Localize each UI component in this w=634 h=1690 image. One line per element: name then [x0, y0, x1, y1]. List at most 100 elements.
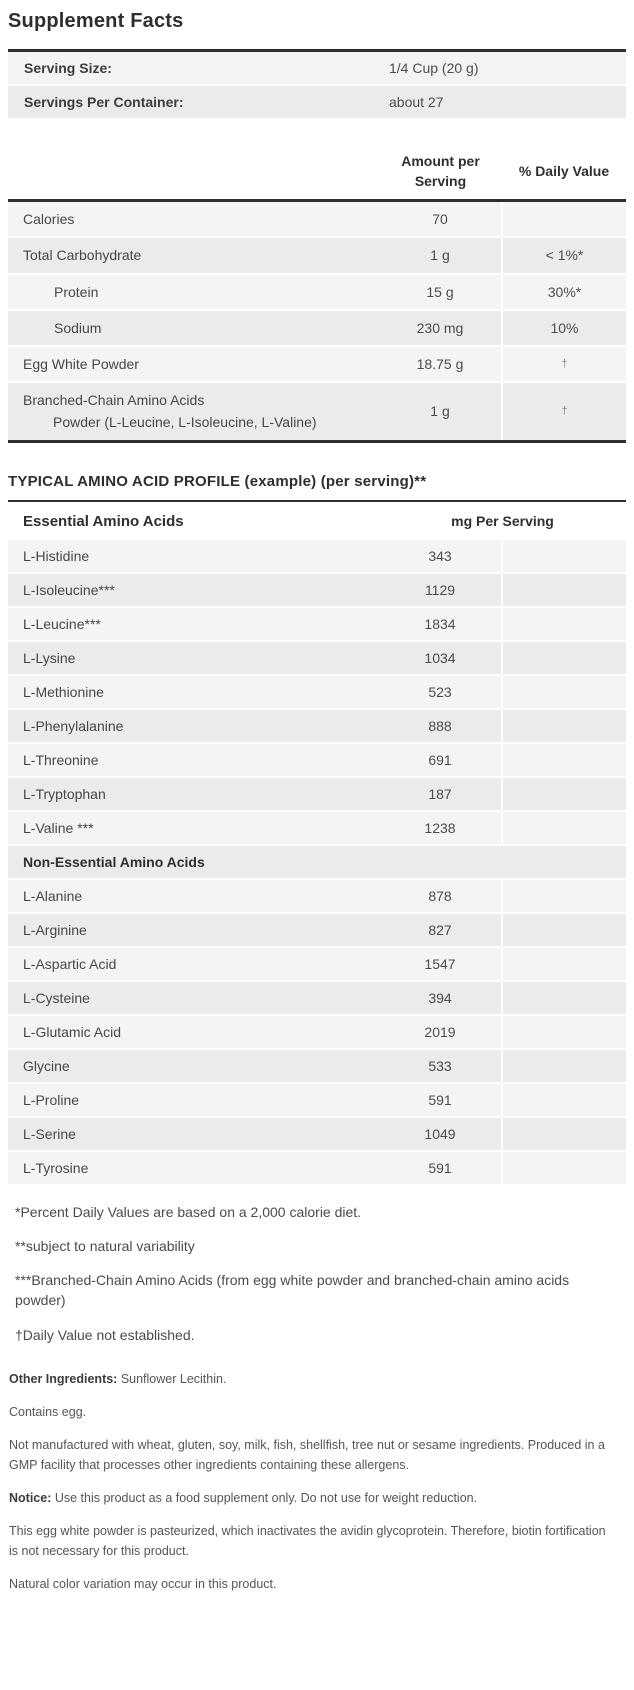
amino-acid-row: L-Alanine 878	[8, 878, 627, 914]
nutrient-amount: 70	[379, 200, 502, 239]
amino-row-spacer-cell	[500, 878, 627, 914]
amino-acid-row: Non-Essential Amino Acids	[8, 844, 627, 880]
nutrient-name-line1: Total Carbohydrate	[23, 247, 142, 264]
nutrition-row: Calories 70	[8, 200, 626, 239]
amino-acid-row: L-Proline 591	[8, 1082, 627, 1118]
nutrient-daily-value: †	[501, 382, 626, 442]
amino-acid-row: L-Threonine 691	[8, 742, 627, 778]
serving-info-label: Serving Size:	[8, 50, 389, 86]
mg-per-serving-header: mg Per Serving	[379, 501, 627, 540]
amino-acid-name: L-Aspartic Acid	[8, 946, 379, 982]
amino-row-spacer-cell	[500, 980, 627, 1016]
amino-acid-mg: 888	[379, 708, 502, 744]
amino-row-spacer-cell	[500, 640, 627, 676]
amino-acid-name: L-Alanine	[8, 878, 379, 914]
amino-acid-name: L-Glutamic Acid	[8, 1014, 379, 1050]
serving-info-row: Serving Size: 1/4 Cup (20 g)	[8, 50, 626, 86]
nutrient-daily-value: †	[501, 345, 626, 384]
amino-acid-mg: 394	[379, 980, 502, 1016]
nutrition-row: Protein 15 g 30%*	[8, 273, 626, 311]
amino-row-spacer-cell	[500, 946, 627, 982]
amino-acid-mg	[379, 844, 502, 880]
footnote: ***Branched-Chain Amino Acids (from egg …	[15, 1272, 570, 1309]
amino-acid-name: L-Cysteine	[8, 980, 379, 1016]
amino-acid-row: L-Glutamic Acid 2019	[8, 1014, 627, 1050]
amino-acid-row: L-Methionine 523	[8, 674, 627, 710]
nutrient-name: Sodium	[8, 309, 379, 347]
nutrient-name: Branched-Chain Amino Acids Powder (L-Leu…	[8, 382, 379, 442]
amino-acid-row: L-Histidine 343	[8, 539, 627, 574]
amino-acid-mg: 1034	[379, 640, 502, 676]
amino-row-spacer-cell	[500, 1048, 627, 1084]
amino-acid-row: L-Cysteine 394	[8, 980, 627, 1016]
amino-acid-name: L-Tyrosine	[8, 1150, 379, 1186]
amino-acid-name: L-Threonine	[8, 742, 379, 778]
amino-acid-name: L-Tryptophan	[8, 776, 379, 812]
product-note-bold-prefix: Notice:	[9, 1490, 52, 1505]
amino-row-spacer-cell	[500, 1082, 627, 1118]
product-note: Notice: Use this product as a food suppl…	[9, 1488, 617, 1508]
amino-acid-name: L-Isoleucine***	[8, 572, 379, 608]
nutrition-header-spacer	[8, 142, 379, 203]
nutrient-amount: 18.75 g	[379, 345, 502, 384]
essential-amino-acids-header: Essential Amino Acids	[8, 501, 379, 540]
amino-acid-name: L-Serine	[8, 1116, 379, 1152]
nutrient-amount: 1 g	[379, 237, 502, 275]
amino-acid-row: L-Aspartic Acid 1547	[8, 946, 627, 982]
nutrition-header-row: Amount per Serving % Daily Value	[8, 142, 626, 203]
page-title: Supplement Facts	[8, 10, 184, 32]
nutrient-amount: 15 g	[379, 273, 502, 311]
nutrient-daily-value: < 1%*	[501, 237, 626, 275]
nutrition-row: Sodium 230 mg 10%	[8, 309, 626, 347]
amino-acid-row: Glycine 533	[8, 1048, 627, 1084]
amino-acid-mg: 187	[379, 776, 502, 812]
nutrient-name: Calories	[8, 200, 379, 239]
amount-per-serving-header: Amount per Serving	[379, 142, 502, 203]
amino-acid-mg: 1238	[379, 810, 502, 846]
amino-acid-name: Glycine	[8, 1048, 379, 1084]
amino-row-spacer-cell	[500, 539, 627, 574]
amino-row-spacer-cell	[500, 776, 627, 812]
supplement-facts-panel: Supplement Facts Serving Size: 1/4 Cup (…	[8, 10, 627, 1591]
amino-row-spacer-cell	[500, 708, 627, 744]
nutrient-name-line1: Protein	[54, 283, 99, 300]
product-note-text: Natural color variation may occur in thi…	[9, 1576, 277, 1591]
nutrient-daily-value: 10%	[501, 309, 626, 347]
amino-header-row: Essential Amino Acids mg Per Serving	[8, 501, 627, 540]
amino-row-spacer-cell	[500, 606, 627, 642]
nutrient-daily-value: 30%*	[501, 273, 626, 311]
nutrient-name-line1: Sodium	[54, 319, 102, 336]
nutrient-amount: 1 g	[379, 382, 502, 442]
product-note: This egg white powder is pasteurized, wh…	[9, 1521, 617, 1561]
amino-acid-mg: 878	[379, 878, 502, 914]
amino-acid-mg: 1049	[379, 1116, 502, 1152]
amino-acid-row: L-Phenylalanine 888	[8, 708, 627, 744]
product-note: Contains egg.	[9, 1402, 617, 1422]
product-note: Other Ingredients: Sunflower Lecithin.	[9, 1369, 617, 1389]
amino-acid-name: Non-Essential Amino Acids	[8, 844, 379, 880]
amino-acid-name: L-Leucine***	[8, 606, 379, 642]
serving-info-row: Servings Per Container: about 27	[8, 85, 626, 120]
amino-acid-mg: 1547	[379, 946, 502, 982]
amino-profile-heading: TYPICAL AMINO ACID PROFILE (example) (pe…	[8, 473, 626, 502]
amino-profile-table: Essential Amino Acids mg Per Serving L-H…	[8, 501, 627, 1186]
amino-acid-row: L-Tyrosine 591	[8, 1150, 627, 1186]
amino-acid-name: L-Arginine	[8, 912, 379, 948]
amino-acid-name: L-Lysine	[8, 640, 379, 676]
amino-acid-name: L-Methionine	[8, 674, 379, 710]
nutrient-name-line1: Egg White Powder	[23, 355, 139, 372]
footnotes: *Percent Daily Values are based on a 2,0…	[8, 1202, 626, 1345]
nutrient-amount: 230 mg	[379, 309, 502, 347]
amino-acid-name: L-Phenylalanine	[8, 708, 379, 744]
product-note-text: Use this product as a food supplement on…	[51, 1490, 478, 1505]
amino-acid-row: L-Serine 1049	[8, 1116, 627, 1152]
daily-value-header: % Daily Value	[502, 142, 626, 203]
amino-row-spacer-cell	[500, 1116, 627, 1152]
amino-acid-row: L-Tryptophan 187	[8, 776, 627, 812]
amino-row-spacer-cell	[500, 810, 627, 846]
footnote: *Percent Daily Values are based on a 2,0…	[15, 1203, 362, 1220]
amino-row-spacer-cell	[500, 1150, 627, 1186]
product-note: Not manufactured with wheat, gluten, soy…	[9, 1435, 617, 1475]
amino-row-spacer-cell	[500, 1014, 627, 1050]
serving-info-table: Serving Size: 1/4 Cup (20 g) Servings Pe…	[8, 49, 626, 120]
